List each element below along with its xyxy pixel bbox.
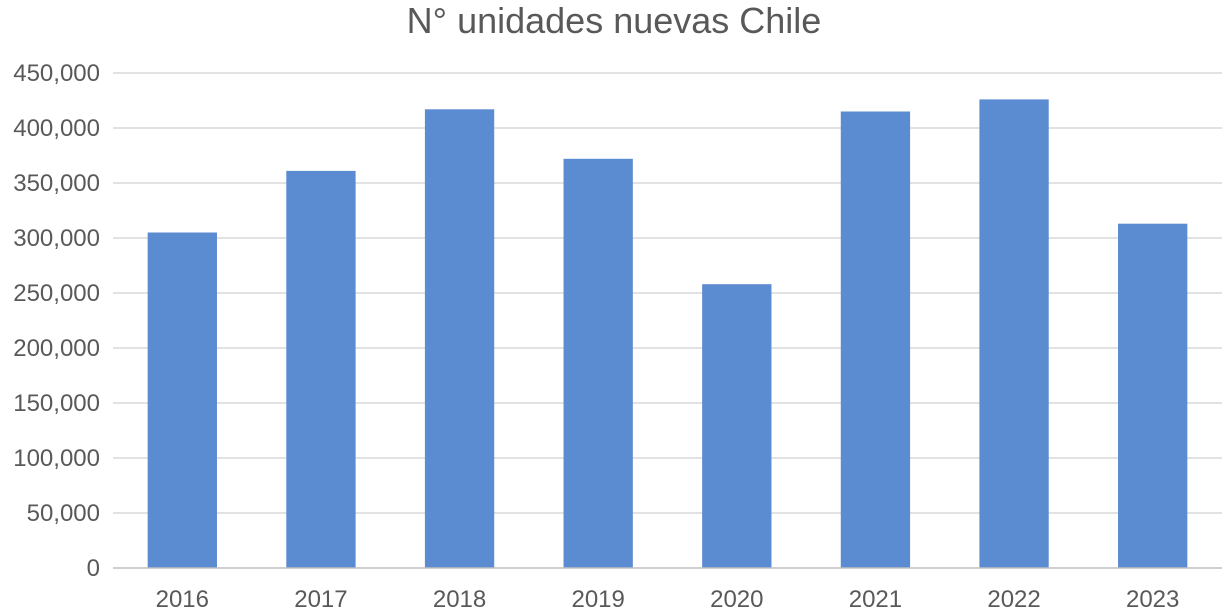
x-tick-label: 2023 [1126,586,1179,613]
x-tick-label: 2017 [294,586,347,613]
x-tick-label: 2016 [156,586,209,613]
y-tick-label: 50,000 [27,500,100,527]
bars [147,99,1188,569]
y-tick-label: 150,000 [13,390,100,417]
chart-title: N° unidades nuevas Chile [406,0,822,41]
x-tick-label: 2020 [710,586,763,613]
y-tick-label: 0 [87,555,100,582]
gridlines [113,72,1222,514]
y-tick-label: 350,000 [13,170,100,197]
x-tick-label: 2019 [571,586,624,613]
y-tick-label: 100,000 [13,445,100,472]
bar-2023 [1118,223,1188,568]
bar-2020 [702,284,772,568]
x-tick-label: 2022 [987,586,1040,613]
bar-2016 [147,232,217,568]
y-tick-label: 250,000 [13,280,100,307]
y-tick-label: 300,000 [13,225,100,252]
bar-2018 [424,109,495,569]
bar-2019 [563,158,633,569]
y-tick-label: 450,000 [13,60,100,87]
bar-2021 [840,111,911,568]
bar-2017 [286,170,356,568]
x-tick-label: 2021 [849,586,902,613]
bar-2022 [979,99,1049,569]
x-tick-label: 2018 [433,586,486,613]
axes: 0 50,000 100,000 150,000 200,000 250,000 300,0… [13,60,1222,613]
y-tick-label: 400,000 [13,115,100,142]
y-tick-label: 200,000 [13,335,100,362]
